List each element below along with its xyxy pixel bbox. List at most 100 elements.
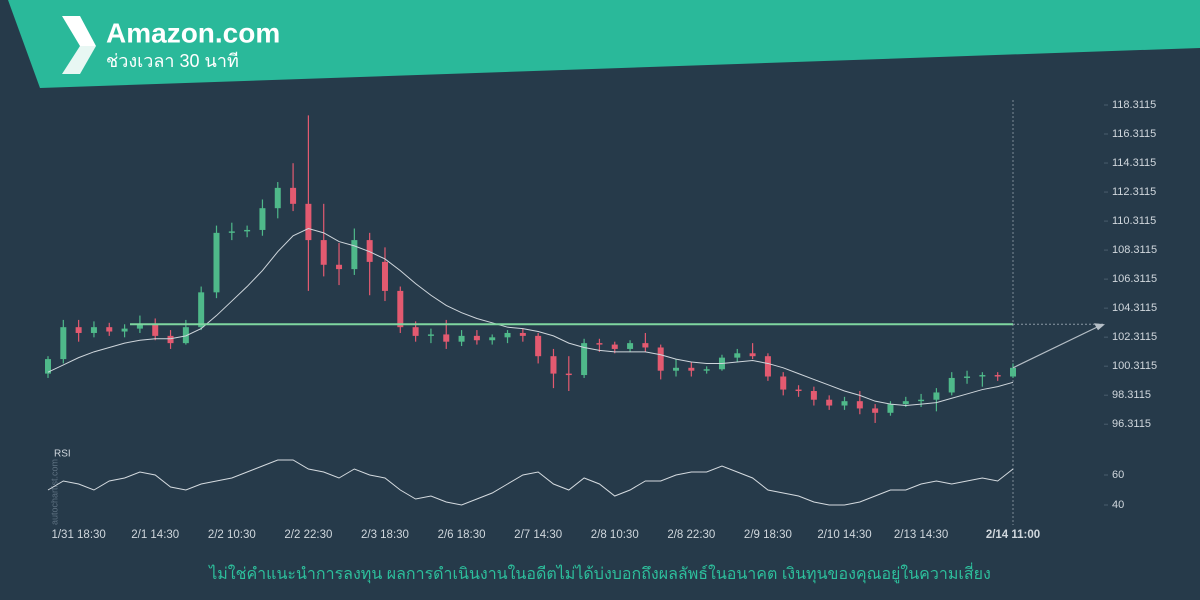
candle-body — [964, 376, 971, 378]
candle-body — [535, 335, 542, 357]
x-tick-label: 2/13 14:30 — [894, 529, 948, 541]
candle-body — [657, 347, 664, 371]
candle-body — [673, 367, 680, 371]
candle-body — [994, 375, 1001, 377]
candle-body — [627, 343, 634, 349]
candle-body — [473, 335, 480, 341]
candle-body — [902, 401, 909, 405]
candle-body — [136, 324, 143, 329]
candle-body — [749, 353, 756, 357]
candle-body — [412, 327, 419, 336]
y-tick-label: 60 — [1112, 469, 1124, 481]
candle-body — [688, 367, 695, 371]
candle-body — [351, 240, 358, 270]
y-tick-label: 104.3115 — [1112, 302, 1157, 314]
candle-body — [918, 399, 925, 402]
candle-body — [320, 240, 327, 265]
candle-body — [182, 327, 189, 344]
candle-body — [933, 392, 940, 400]
candle-body — [427, 334, 434, 336]
candle-body — [826, 399, 833, 406]
candle-body — [703, 369, 710, 371]
y-tick-label: 118.3115 — [1112, 99, 1156, 111]
x-tick-label: 2/9 18:30 — [744, 529, 792, 541]
y-tick-label: 100.3115 — [1112, 360, 1157, 372]
candle-body — [581, 343, 588, 376]
x-tick-label: 2/7 14:30 — [514, 529, 562, 541]
candle-body — [734, 353, 741, 358]
watermark: autochartist.com — [49, 459, 59, 525]
candle-body — [948, 377, 955, 393]
candle-body — [259, 208, 266, 230]
logo — [62, 16, 96, 46]
candle-body — [167, 335, 174, 344]
rsi-line — [47, 459, 1014, 506]
y-tick-label: 112.3115 — [1112, 186, 1156, 198]
x-tick-label: 2/2 10:30 — [208, 529, 256, 541]
candle-body — [152, 324, 159, 336]
candle-body — [228, 231, 235, 233]
candle-body — [366, 240, 373, 262]
candle-body — [1010, 367, 1016, 377]
title: Amazon.com — [106, 17, 280, 48]
subtitle: ช่วงเวลา 30 นาที — [106, 51, 239, 71]
plot: 96.3115 98.3115 100.3115 102.3115 104.3115 10… — [45, 99, 1157, 541]
disclaimer: ไม่ใช่คำแนะนำการลงทุน ผลการดำเนินงานในอด… — [207, 562, 991, 584]
candle-body — [841, 401, 848, 406]
y-tick-label: 102.3115 — [1112, 331, 1157, 343]
candle-body — [887, 404, 894, 413]
candle-body — [75, 327, 82, 333]
candle-body — [764, 356, 771, 377]
candle-body — [244, 229, 251, 232]
y-tick-label: 114.3115 — [1112, 157, 1156, 169]
candle-body — [504, 332, 511, 338]
x-tick-label: 2/3 18:30 — [361, 529, 409, 541]
candle-body — [443, 334, 450, 342]
x-tick-label: 2/2 22:30 — [284, 529, 332, 541]
y-tick-label: 96.3115 — [1112, 418, 1151, 430]
arrow-head — [1094, 323, 1105, 331]
candle-body — [795, 389, 802, 392]
y-tick-label: 108.3115 — [1112, 244, 1157, 256]
candle-body — [290, 187, 297, 204]
candle-body — [106, 327, 113, 332]
x-tick-label: 2/8 10:30 — [591, 529, 639, 541]
candle-body — [336, 264, 343, 270]
x-tick-label: 2/1 14:30 — [131, 529, 179, 541]
candle-body — [979, 375, 986, 377]
candle-body — [519, 332, 526, 336]
candle-body — [596, 343, 603, 345]
y-tick-label: 106.3115 — [1112, 273, 1157, 285]
forecast-arrow — [1012, 323, 1104, 369]
candle-body — [274, 187, 281, 209]
candle-body — [780, 376, 787, 390]
candle-body — [611, 344, 618, 349]
candle-body — [397, 290, 404, 328]
y-tick-label: 98.3115 — [1112, 389, 1151, 401]
x-tick-label: 2/8 22:30 — [667, 529, 715, 541]
candle-body — [810, 391, 817, 400]
x-tick-label: 2/14 11:00 — [986, 529, 1040, 541]
candle-body — [642, 343, 649, 348]
y-tick-label: 116.3115 — [1112, 128, 1156, 140]
candle-body — [856, 401, 863, 409]
x-tick-label: 2/6 18:30 — [438, 529, 486, 541]
moving-average — [47, 227, 1014, 407]
logo — [62, 46, 96, 74]
candle-body — [305, 203, 312, 241]
candle-body — [213, 232, 220, 293]
candle-body — [121, 328, 128, 332]
candle-body — [60, 327, 67, 360]
candle-body — [550, 356, 557, 374]
panel-title: RSI — [54, 449, 71, 460]
candle-body — [489, 337, 496, 341]
y-tick-label: 40 — [1112, 499, 1124, 511]
header-banner — [8, 0, 1200, 88]
candle-body — [90, 327, 97, 333]
candle-body — [381, 261, 388, 291]
candle-body — [565, 373, 572, 376]
x-tick-label: 1/31 18:30 — [51, 529, 105, 541]
candle-body — [45, 359, 51, 374]
